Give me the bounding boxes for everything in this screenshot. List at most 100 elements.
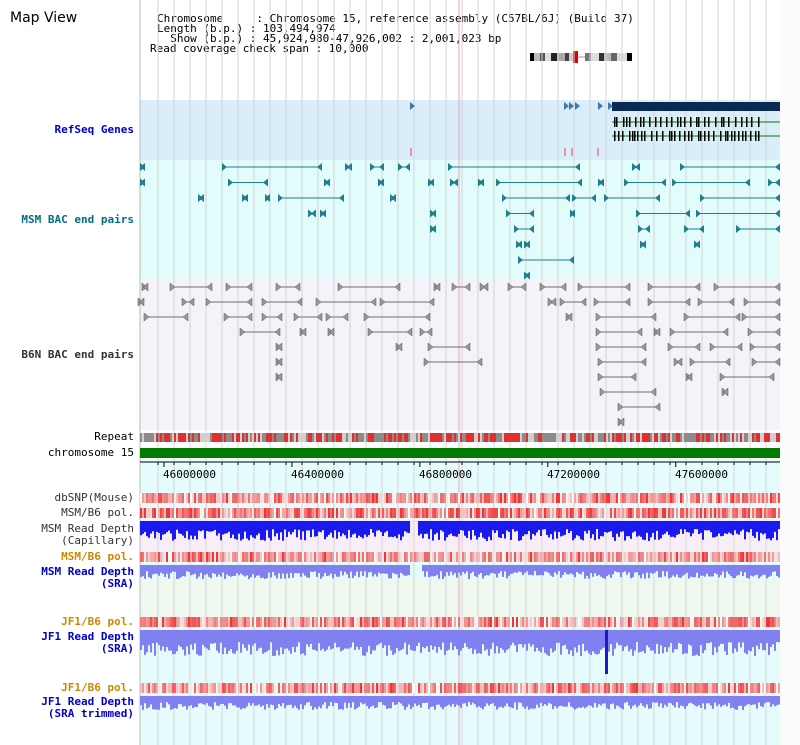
msm-sra-depth-bar (142, 565, 144, 577)
repeat-segment (646, 433, 648, 442)
jf1-b6-pol-heat-cell (578, 617, 580, 627)
msm-sra-depth-bar (748, 565, 750, 579)
map-view-title: Map View (10, 10, 78, 26)
msm-b6-pol-heat-cell (260, 552, 262, 562)
jf1-b6-pol-heat-cell (684, 683, 686, 693)
dbsnp-heat-cell (192, 493, 194, 503)
jf1-b6-pol-heat-cell (200, 617, 202, 627)
refseq-mark (564, 148, 566, 156)
jf1-b6-pol-heat-cell (208, 683, 210, 693)
jf1-b6-pol-heat-cell (194, 617, 196, 627)
repeat-segment (344, 433, 346, 442)
track-label-msm-bac[interactable]: MSM BAC end pairs (21, 213, 134, 226)
dbsnp-heat-cell (468, 493, 470, 503)
jf1-sra-depth-bar (274, 630, 276, 656)
msm-b6-pol-heat-cell (146, 552, 148, 562)
msm-sra-depth-bar (280, 565, 282, 579)
msm-b6-pol-heat-cell (508, 552, 510, 562)
msm-b6-pol-heat-cell (216, 508, 218, 518)
jf1-b6-pol-heat-cell (156, 617, 158, 627)
axis-tick-label: 46000000 (163, 468, 216, 481)
jf1-sra-depth-bar (372, 630, 374, 651)
jf1-sra-depth-bar (324, 630, 326, 652)
msm-b6-pol-heat-cell (228, 552, 230, 562)
msm-sra-depth-bar (296, 565, 298, 574)
jf1-b6-pol-heat-cell (556, 617, 558, 627)
msm-b6-pol-heat-cell (376, 508, 378, 518)
msm-b6-pol-heat-cell (394, 508, 396, 518)
msm-capillary-depth-bar (164, 521, 166, 534)
msm-sra-depth-bar (758, 565, 760, 579)
jf1-sra-depth-bar (678, 630, 680, 643)
msm-b6-pol-heat-cell (196, 552, 198, 562)
msm-capillary-depth-bar (252, 521, 254, 538)
jf1-sra-depth-bar (336, 630, 338, 648)
msm-sra-depth-bar (442, 565, 444, 579)
msm-b6-pol-heat-cell (704, 552, 706, 562)
jf1-sra-depth-bar (508, 630, 510, 649)
msm-capillary-depth-bar (308, 521, 310, 531)
jf1-b6-pol-heat-cell (770, 617, 772, 627)
jf1-b6-pol-heat-cell (654, 617, 656, 627)
msm-sra-depth-bar (226, 565, 228, 575)
track-label-refseq-genes[interactable]: RefSeq Genes (54, 123, 134, 136)
jf1-trimmed-depth-bar (730, 696, 732, 709)
jf1-sra-depth-bar (296, 630, 298, 647)
jf1-trimmed-depth-bar (644, 696, 646, 708)
track-label-b6n-bac[interactable]: B6N BAC end pairs (21, 348, 134, 361)
jf1-b6-pol-heat-cell (608, 683, 610, 693)
jf1-b6-pol-heat-cell (558, 617, 560, 627)
jf1-trimmed-depth-bar (442, 696, 444, 710)
jf1-b6-pol-heat-cell (406, 683, 408, 693)
jf1-trimmed-depth-bar (380, 696, 382, 703)
repeat-segment (764, 433, 766, 442)
dbsnp-heat-cell (288, 493, 290, 503)
msm-b6-pol-heat-cell (198, 508, 200, 518)
msm-capillary-depth-bar (438, 521, 440, 540)
repeat-segment (278, 433, 280, 442)
jf1-b6-pol-heat-cell (266, 683, 268, 693)
msm-b6-pol-heat-cell (494, 508, 496, 518)
jf1-b6-pol-heat-cell (326, 617, 328, 627)
msm-sra-depth-bar (294, 565, 296, 574)
dbsnp-heat-cell (186, 493, 188, 503)
jf1-sra-depth-bar (246, 630, 248, 651)
msm-bac-end (199, 194, 204, 202)
msm-bac-end (431, 225, 436, 233)
repeat-segment (192, 433, 194, 442)
jf1-trimmed-depth-bar (150, 696, 152, 705)
msm-bac-end (685, 209, 690, 218)
jf1-sra-depth-bar (360, 630, 362, 647)
msm-b6-pol-heat-cell (612, 508, 614, 518)
jf1-b6-pol-heat-cell (204, 617, 206, 627)
repeat-segment (544, 433, 546, 442)
msm-sra-depth-bar (248, 565, 250, 579)
msm-capillary-depth-bar (346, 521, 348, 539)
jf1-b6-pol-heat-cell (450, 683, 452, 693)
jf1-b6-pol-heat-cell (174, 683, 176, 693)
jf1-b6-pol-heat-cell (730, 617, 732, 627)
jf1-sra-depth-bar (584, 630, 586, 652)
jf1-b6-pol-heat-cell (210, 683, 212, 693)
msm-b6-pol-heat-cell (352, 508, 354, 518)
msm-b6-pol-heat-cell (632, 552, 634, 562)
jf1-trimmed-depth-bar (494, 696, 496, 707)
msm-capillary-depth-bar (402, 521, 404, 537)
jf1-b6-pol-heat-cell (148, 683, 150, 693)
msm-sra-depth-bar (528, 565, 530, 575)
jf1-sra-depth-bar (312, 630, 314, 650)
repeat-segment (270, 433, 272, 442)
jf1-b6-pol-heat-cell (700, 617, 702, 627)
jf1-trimmed-depth-bar (674, 696, 676, 708)
jf1-b6-pol-heat-cell (636, 683, 638, 693)
repeat-segment (172, 433, 174, 442)
msm-capillary-depth-bar (406, 521, 408, 533)
repeat-segment (712, 433, 714, 442)
jf1-sra-depth-bar (376, 630, 378, 646)
dbsnp-heat-cell (530, 493, 532, 503)
msm-b6-pol-heat-cell (410, 508, 412, 518)
b6n-bac-end (143, 312, 150, 322)
repeat-segment (606, 433, 608, 442)
jf1-b6-pol-heat-cell (588, 617, 590, 627)
